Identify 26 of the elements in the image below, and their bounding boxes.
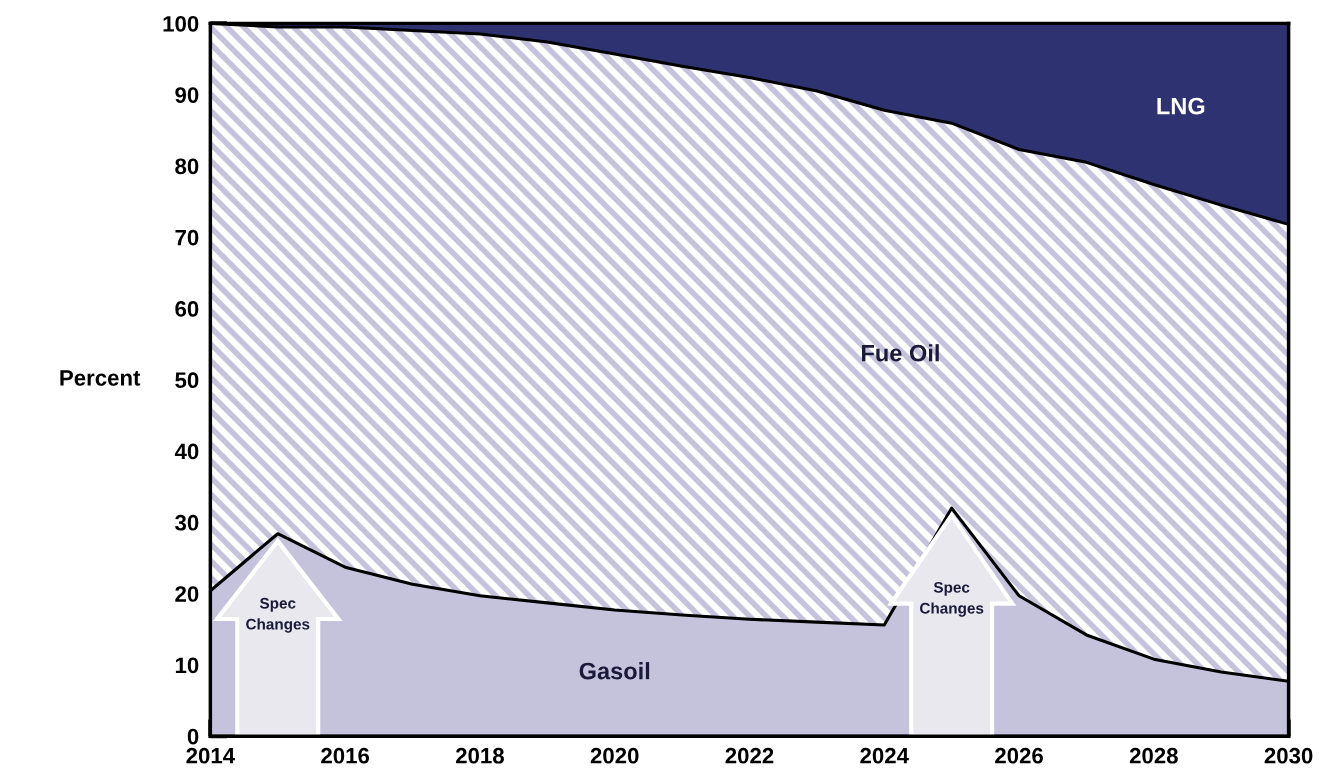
x-tick-label: 2030 xyxy=(1264,747,1313,764)
y-tick-label: 30 xyxy=(175,514,199,531)
x-tick-label: 2020 xyxy=(590,747,639,764)
y-tick-label: 50 xyxy=(175,372,199,389)
series-label: LNG xyxy=(1157,97,1205,115)
series-label: Gasoil xyxy=(579,662,650,680)
x-tick-label: 2024 xyxy=(860,747,909,764)
x-tick-label: 2018 xyxy=(455,747,504,764)
annotation: Spec Changes xyxy=(920,581,984,617)
x-tick-label: 2028 xyxy=(1129,747,1178,764)
y-tick-label: 10 xyxy=(175,657,199,674)
y-tick-label: 0 xyxy=(187,728,199,745)
y-tick-label: 90 xyxy=(175,87,199,103)
series-label: Fue Oil xyxy=(862,344,939,362)
y-tick-label: 40 xyxy=(174,443,199,460)
y-tick-label: 20 xyxy=(175,586,199,602)
y-tick-label: 100 xyxy=(163,15,199,32)
y-tick-label: 70 xyxy=(175,229,199,246)
x-tick-label: 2026 xyxy=(995,747,1043,764)
x-tick-label: 2014 xyxy=(186,747,235,764)
y-tick-label: 60 xyxy=(175,301,199,317)
y-axis-title: Percent xyxy=(60,370,141,386)
y-tick-label: 80 xyxy=(175,158,199,175)
x-tick-label: 2022 xyxy=(725,747,774,764)
annotation: Spec Changes xyxy=(246,597,310,633)
x-tick-label: 2016 xyxy=(321,747,370,764)
